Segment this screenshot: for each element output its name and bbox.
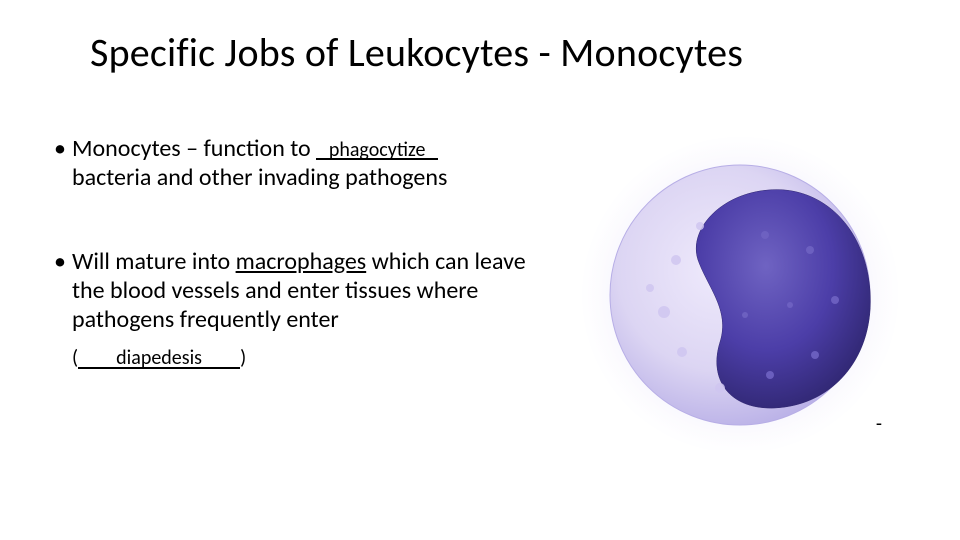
bullet2-underline: macrophages <box>236 247 367 276</box>
corner-mark: - <box>876 412 882 436</box>
slide: Specific Jobs of Leukocytes - Monocytes … <box>0 0 960 540</box>
bullet2-blank: diapedesis <box>78 346 240 370</box>
paren-close: ) <box>240 346 246 370</box>
bullet2-lead: Will mature into <box>72 247 236 276</box>
bullet1-blank: phagocytize <box>316 138 438 162</box>
bullet1-tail: bacteria and other invading pathogens <box>72 163 447 192</box>
monocyte-illustration: - <box>580 130 900 450</box>
monocyte-svg <box>580 130 900 450</box>
bullet-1: Monocytes – function to phagocytize bact… <box>54 134 544 193</box>
slide-title: Specific Jobs of Leukocytes - Monocytes <box>90 28 910 77</box>
slide-body: Monocytes – function to phagocytize bact… <box>54 134 544 371</box>
bullet2-paren: (diapedesis) <box>54 346 544 370</box>
bullet-2: Will mature into macrophages which can l… <box>54 247 544 335</box>
bullet1-lead: Monocytes – function to <box>72 134 316 163</box>
